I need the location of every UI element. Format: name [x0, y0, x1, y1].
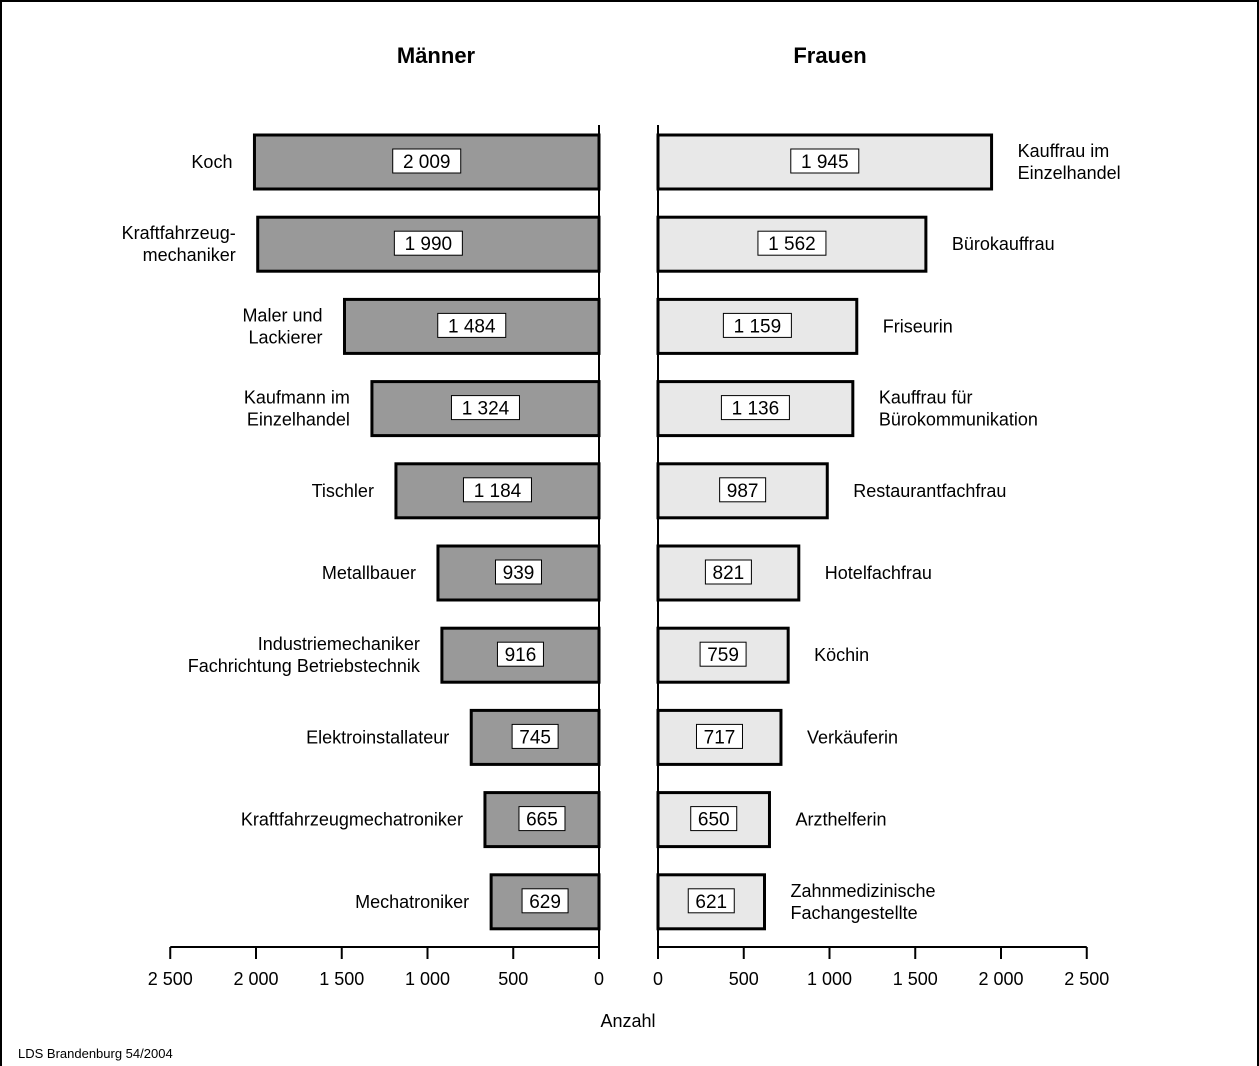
value-label-box [695, 723, 743, 749]
value-label: 759 [707, 645, 739, 666]
value-label-box [720, 395, 790, 421]
value-label-box [494, 559, 542, 585]
value-label-box [757, 230, 827, 256]
women-category-label: Köchin [814, 645, 869, 665]
panel-title-men: Männer [397, 43, 476, 68]
value-label-box [790, 148, 860, 174]
value-label-box [496, 641, 544, 667]
x-axis-label: Anzahl [600, 1011, 655, 1031]
source-note: LDS Brandenburg 54/2004 [18, 1046, 173, 1061]
value-label: 821 [713, 563, 745, 584]
women-category-label: Kauffrau für Bürokommunikation [879, 388, 1038, 430]
x-tick-label: 1 500 [319, 969, 364, 989]
men-category-label: Metallbauer [322, 563, 416, 583]
value-label: 2 009 [403, 152, 451, 173]
men-category-label: Kraftfahrzeugmechatroniker [241, 810, 463, 830]
men-category-label: Kraftfahrzeug-mechaniker [122, 223, 236, 265]
value-label: 1 159 [734, 316, 782, 337]
value-label: 1 484 [448, 316, 496, 337]
women-bars: 1 945 Kauffrau im Einzelhandel 1 562 Bürokau… [656, 133, 1121, 931]
x-tick-label: 0 [594, 969, 604, 989]
chart-frame-edge [1257, 0, 1259, 1066]
x-tick-label: 1 500 [893, 969, 938, 989]
x-axis: 0 0 500 500 1 000 1 000 1 500 1 500 2 000 2 000 2 … [148, 125, 1109, 989]
value-label: 717 [704, 727, 736, 748]
x-tick-label: 2 000 [233, 969, 278, 989]
x-tick-label: 2 500 [148, 969, 193, 989]
value-label-box [511, 723, 559, 749]
value-label-box [521, 888, 569, 914]
men-category-label: Kaufmann im Einzelhandel [244, 388, 350, 430]
men-bars: 2 009 Koch 1 990 Kraftfahrzeug-mechaniker 1 … [122, 133, 601, 931]
x-tick-label: 500 [498, 969, 528, 989]
men-category-label: Industriemechaniker Fachrichtung Betriebs… [188, 634, 421, 676]
value-label-box [704, 559, 752, 585]
men-category-label: Mechatroniker [355, 892, 469, 912]
women-category-label: Friseurin [883, 316, 953, 336]
value-label: 1 945 [801, 152, 849, 173]
value-label: 629 [529, 892, 561, 913]
x-tick-label: 1 000 [405, 969, 450, 989]
women-category-label: Verkäuferin [807, 727, 898, 747]
value-label-box [699, 641, 747, 667]
value-label: 939 [503, 563, 535, 584]
value-label: 665 [526, 810, 558, 831]
value-label-box [393, 230, 463, 256]
value-label: 1 562 [768, 234, 816, 255]
value-label: 1 324 [462, 399, 510, 420]
value-label-box [690, 806, 738, 832]
value-label-box [437, 312, 507, 338]
x-tick-label: 0 [653, 969, 663, 989]
women-category-label: Restaurantfachfrau [853, 481, 1006, 501]
value-label-box [450, 395, 520, 421]
value-label: 650 [698, 810, 730, 831]
x-tick-label: 2 500 [1064, 969, 1109, 989]
women-category-label: Kauffrau im Einzelhandel [1018, 141, 1121, 183]
men-category-label: Elektroinstallateur [306, 727, 449, 747]
value-label: 745 [519, 727, 551, 748]
value-label: 1 136 [732, 399, 780, 420]
men-category-label: Maler und Lackierer [242, 305, 322, 347]
value-label-box [518, 806, 566, 832]
panel-title-women: Frauen [793, 43, 866, 68]
x-tick-label: 1 000 [807, 969, 852, 989]
value-label: 621 [695, 892, 727, 913]
value-label-box [392, 148, 462, 174]
women-category-label: Arzthelferin [795, 810, 886, 830]
x-tick-label: 2 000 [978, 969, 1023, 989]
value-label: 1 184 [474, 481, 522, 502]
value-label-box [687, 888, 735, 914]
value-label-box [722, 312, 792, 338]
women-category-label: Hotelfachfrau [825, 563, 932, 583]
men-category-label: Koch [191, 152, 232, 172]
value-label-box [719, 477, 767, 503]
x-tick-label: 500 [729, 969, 759, 989]
men-category-label: Tischler [312, 481, 374, 501]
value-label: 987 [727, 481, 759, 502]
value-label-box [462, 477, 532, 503]
value-label: 1 990 [405, 234, 453, 255]
value-label: 916 [505, 645, 537, 666]
women-category-label: Zahnmedizinische Fachangestellte [791, 881, 936, 923]
women-category-label: Bürokauffrau [952, 234, 1055, 254]
